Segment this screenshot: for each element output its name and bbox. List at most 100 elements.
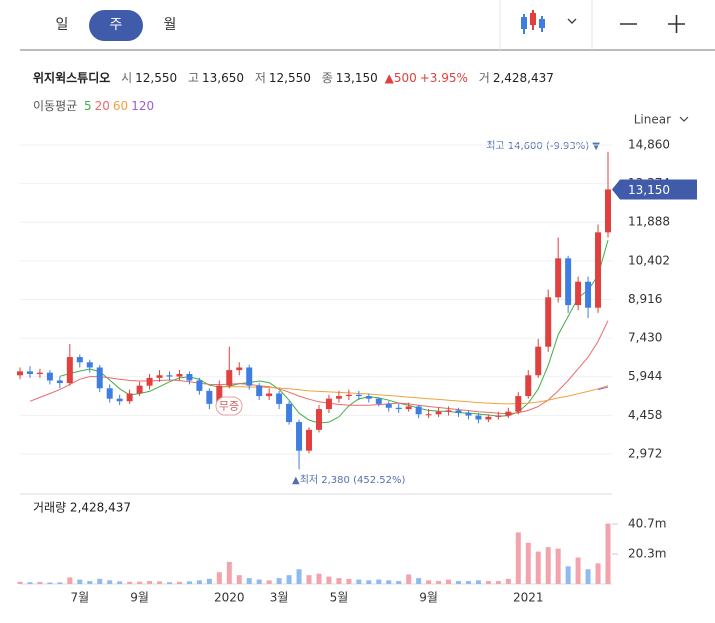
candle-body — [335, 396, 342, 399]
chart-type-icon[interactable] — [521, 10, 545, 34]
volume-bar — [157, 581, 163, 584]
candle-body — [445, 410, 452, 412]
volume-bar — [426, 580, 432, 584]
tab[interactable]: 월 — [164, 17, 177, 33]
x-tick-label: 9월 — [130, 591, 149, 605]
quote-value: 13,650 — [202, 71, 245, 85]
plot: 2,972 4,458 5,944 7,430 8,916 10,402 11,888 13,… — [17, 137, 697, 605]
candle-body — [415, 406, 422, 415]
quote-value: 2,428,437 — [492, 71, 554, 85]
candle-body — [395, 407, 402, 410]
volume-bar — [316, 573, 322, 584]
candle-body — [545, 297, 552, 347]
x-tick-label: 5월 — [330, 591, 349, 605]
volume-bar — [27, 582, 33, 584]
quote-value: 12,550 — [135, 71, 178, 85]
y-tick-label: 7,430 — [628, 331, 662, 345]
volume-bar — [525, 542, 531, 584]
quote-key: 시 — [121, 71, 133, 85]
volume-bar — [376, 579, 382, 584]
volume-bar — [57, 582, 63, 584]
volume-bar — [535, 551, 541, 584]
candle-body — [36, 372, 43, 374]
candle-body — [435, 411, 442, 415]
legend-entry[interactable]: 5 — [84, 99, 92, 113]
quote-key: 종 — [321, 71, 333, 85]
volume-bar — [127, 581, 133, 584]
volume-bar — [575, 557, 581, 584]
ma-legend-title: 이동평균 — [33, 99, 78, 113]
candle-body — [136, 385, 143, 394]
volume-bar — [77, 579, 83, 584]
volume-bar — [495, 581, 501, 584]
candle-body — [206, 390, 213, 404]
candle-body — [405, 406, 412, 410]
candle-body — [425, 414, 432, 416]
x-tick-label: 9월 — [419, 591, 438, 605]
volume-bar — [475, 580, 481, 584]
volume-bar — [416, 578, 422, 584]
quote-value: 12,550 — [268, 71, 311, 85]
volume-bar — [386, 580, 392, 584]
event-marker-bg — [215, 396, 243, 416]
tab[interactable]: 일 — [56, 17, 69, 33]
volume-bar — [446, 579, 452, 584]
x-tick-label: 2021 — [513, 591, 544, 605]
volume-bar — [515, 532, 521, 584]
volume-bar — [595, 563, 601, 584]
volume-bar — [296, 569, 302, 584]
candle-body — [355, 394, 362, 397]
candle-body — [325, 398, 332, 410]
y-tick-label: 5,944 — [628, 369, 662, 383]
ma-line — [29, 320, 609, 415]
candle-body — [226, 370, 233, 386]
volume-bar — [555, 548, 561, 584]
volume-bar — [137, 581, 143, 584]
candle-body — [505, 411, 512, 416]
volume-bar — [396, 581, 402, 584]
candle-body — [56, 380, 63, 384]
legend-entry[interactable]: 60 — [112, 99, 129, 113]
ma-legend: 이동평균 5 20 60 120 — [33, 97, 160, 114]
candle-body — [465, 412, 472, 416]
legend-entry[interactable]: 120 — [131, 99, 155, 113]
volume-bar — [326, 576, 332, 584]
candle-body — [26, 371, 33, 374]
volume-bar — [346, 578, 352, 584]
candle-body — [495, 415, 502, 417]
volume-bar — [37, 581, 43, 584]
volume-bar — [465, 581, 471, 584]
y-tick-label: 2,972 — [628, 446, 662, 460]
candle-body — [315, 409, 322, 430]
volume-bar — [585, 569, 591, 584]
scale-mode[interactable]: Linear — [634, 113, 671, 127]
y-tick-label: 10,402 — [628, 253, 670, 267]
change-pct: +3.95% — [419, 71, 468, 85]
candle-body — [106, 388, 113, 399]
ma-line — [219, 385, 609, 405]
tab[interactable]: 주 — [110, 17, 123, 33]
candle-body — [575, 281, 582, 306]
legend-entry[interactable]: 20 — [94, 99, 110, 113]
volume-bar — [366, 580, 372, 584]
dropdown-chevron[interactable] — [567, 18, 577, 24]
change: ▲500 — [384, 71, 417, 85]
volume-bar — [236, 575, 242, 584]
volume-bar — [266, 580, 272, 584]
candle-body — [186, 373, 193, 381]
volume-bar — [97, 578, 103, 584]
quote-value: 13,150 — [335, 71, 378, 85]
candle-body — [76, 357, 83, 363]
scale-chevron[interactable] — [679, 116, 689, 122]
candle-body — [455, 410, 462, 413]
candle-body — [116, 398, 123, 402]
volume-bar — [226, 561, 232, 584]
volume-bar — [87, 581, 93, 584]
candle-body — [86, 362, 93, 368]
volume-bar — [107, 580, 113, 584]
volume-bar — [436, 581, 442, 584]
volume-bar — [545, 547, 551, 584]
quote-key: 저 — [254, 71, 266, 85]
candle-body — [296, 422, 303, 451]
zoom-in[interactable] — [668, 15, 685, 33]
